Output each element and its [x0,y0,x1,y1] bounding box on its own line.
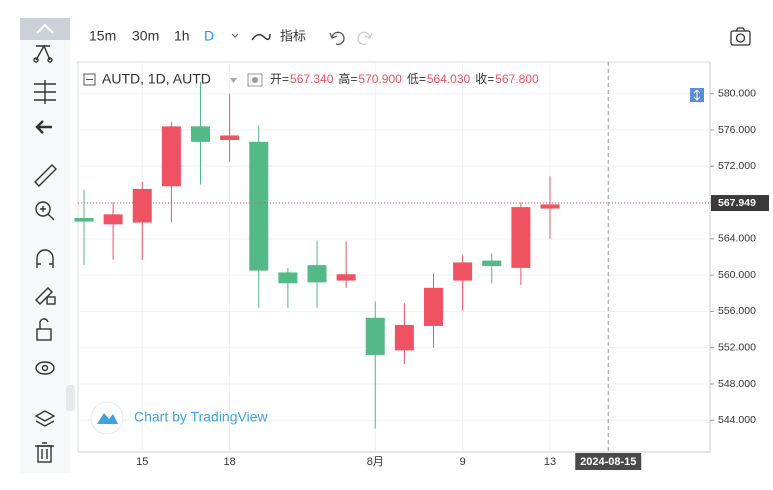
collapse-button[interactable] [20,18,70,40]
ohlc-value: 570.900 [358,72,402,86]
interval-button[interactable]: 15m [89,28,116,44]
candle-body [365,317,385,355]
ohlc-label: 高= [338,71,357,86]
sidebar-handle[interactable] [66,385,75,411]
candle-body [511,207,531,268]
y-tick-label: 580.000 [718,88,756,100]
y-tick-label: 544.000 [718,414,756,426]
candle-body [74,218,94,222]
icon [36,23,54,34]
candle-body [249,141,269,271]
tool-icons [33,44,57,463]
ohlc-value: 567.340 [290,72,334,86]
x-tick-label: 8月 [367,456,384,468]
indicators-button[interactable]: 指标 [280,28,306,43]
x-tick-label: 15 [136,456,148,468]
candle-body [424,287,443,326]
interval-button[interactable]: D [204,28,214,44]
ohlc-value: 564.030 [427,72,471,86]
watermark: Chart by TradingView [134,409,268,425]
candle-body [191,126,210,142]
y-tick-label: 556.000 [718,305,756,317]
y-tick-label: 560.000 [718,269,756,281]
candle-body [394,325,414,351]
last-price-bg [711,195,769,212]
interval-button[interactable]: 1h [174,28,190,44]
candle-body [540,204,560,209]
collapse-legend[interactable] [83,73,96,86]
last-price-label: 567.949 [718,197,756,209]
candle-body [220,135,240,140]
camera[interactable] [730,27,751,46]
candle-body [336,274,356,281]
dropdown[interactable] [230,78,237,83]
candle-body [132,188,152,223]
candle-body [453,262,473,281]
y-tick-label: 572.000 [718,160,756,172]
y-tick-label: 552.000 [718,341,756,353]
visibility[interactable] [247,73,263,87]
crosshair-label: 2024-08-15 [580,456,636,468]
candle-body [103,214,123,225]
x-tick-label: 9 [460,456,466,468]
crosshair-label-bg [575,453,642,470]
candle-body [278,272,298,284]
indicator-icon [251,33,271,41]
x-tick-label: 18 [224,456,236,468]
y-tick-label: 548.000 [718,378,756,390]
ohlc-label: 开= [270,72,289,86]
x-tick-label: 13 [544,456,556,468]
candle-body [161,126,181,187]
icon [97,413,118,424]
crosshair-label-box: 2024-08-15 [575,453,642,470]
ohlc-label: 低= [407,72,426,86]
y-tick-label: 576.000 [718,124,756,136]
redo[interactable] [357,31,373,45]
interval-button[interactable]: 30m [132,28,159,44]
candle-body [482,260,502,267]
undo[interactable] [329,31,345,45]
ohlc-label: 收= [475,72,494,86]
candle-body [307,265,327,283]
symbol: AUTD, 1D, AUTD [102,71,211,87]
icon [693,89,701,101]
dropdown[interactable] [231,33,239,38]
top-toolbar: 15m 30m 1h D [89,28,214,44]
y-tick-label: 564.000 [718,233,756,245]
ohlc-value: 567.800 [495,72,539,86]
